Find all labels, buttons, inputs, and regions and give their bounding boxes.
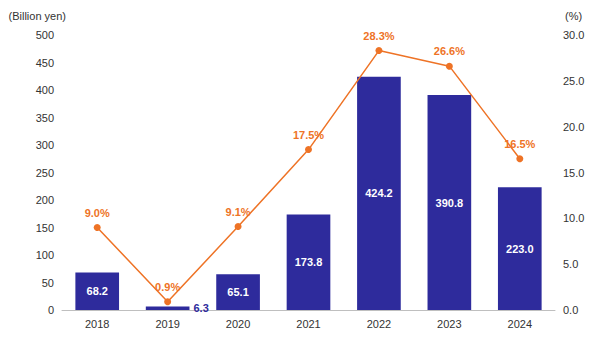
svg-text:390.8: 390.8	[436, 197, 464, 209]
svg-text:223.0: 223.0	[506, 243, 534, 255]
svg-text:2021: 2021	[296, 318, 320, 330]
svg-text:68.2: 68.2	[87, 285, 108, 297]
svg-text:6.3: 6.3	[193, 302, 208, 314]
svg-text:15.0: 15.0	[563, 167, 584, 179]
svg-text:2023: 2023	[437, 318, 461, 330]
svg-text:9.1%: 9.1%	[226, 206, 251, 218]
svg-text:2024: 2024	[508, 318, 532, 330]
svg-text:26.6%: 26.6%	[434, 45, 465, 57]
svg-text:100: 100	[36, 249, 54, 261]
svg-text:16.5%: 16.5%	[504, 138, 535, 150]
svg-text:0: 0	[48, 304, 54, 316]
svg-text:(%): (%)	[565, 10, 582, 22]
svg-text:30.0: 30.0	[563, 29, 584, 41]
svg-text:28.3%: 28.3%	[363, 30, 394, 42]
svg-text:9.0%: 9.0%	[85, 207, 110, 219]
svg-text:350: 350	[36, 112, 54, 124]
svg-text:2020: 2020	[226, 318, 250, 330]
svg-text:0.9%: 0.9%	[155, 281, 180, 293]
svg-text:(Billion yen): (Billion yen)	[9, 10, 66, 22]
svg-text:0.0: 0.0	[563, 304, 578, 316]
svg-text:2019: 2019	[155, 318, 179, 330]
svg-text:500: 500	[36, 29, 54, 41]
svg-text:5.0: 5.0	[563, 258, 578, 270]
svg-text:300: 300	[36, 139, 54, 151]
svg-text:150: 150	[36, 222, 54, 234]
svg-text:450: 450	[36, 57, 54, 69]
svg-text:50: 50	[42, 277, 54, 289]
svg-text:173.8: 173.8	[295, 256, 323, 268]
svg-text:400: 400	[36, 84, 54, 96]
svg-text:17.5%: 17.5%	[293, 129, 324, 141]
svg-text:65.1: 65.1	[227, 286, 248, 298]
svg-text:10.0: 10.0	[563, 212, 584, 224]
svg-text:2022: 2022	[367, 318, 391, 330]
svg-text:424.2: 424.2	[365, 187, 393, 199]
svg-text:2018: 2018	[85, 318, 109, 330]
svg-text:20.0: 20.0	[563, 121, 584, 133]
svg-text:200: 200	[36, 194, 54, 206]
svg-text:250: 250	[36, 167, 54, 179]
svg-text:25.0: 25.0	[563, 75, 584, 87]
